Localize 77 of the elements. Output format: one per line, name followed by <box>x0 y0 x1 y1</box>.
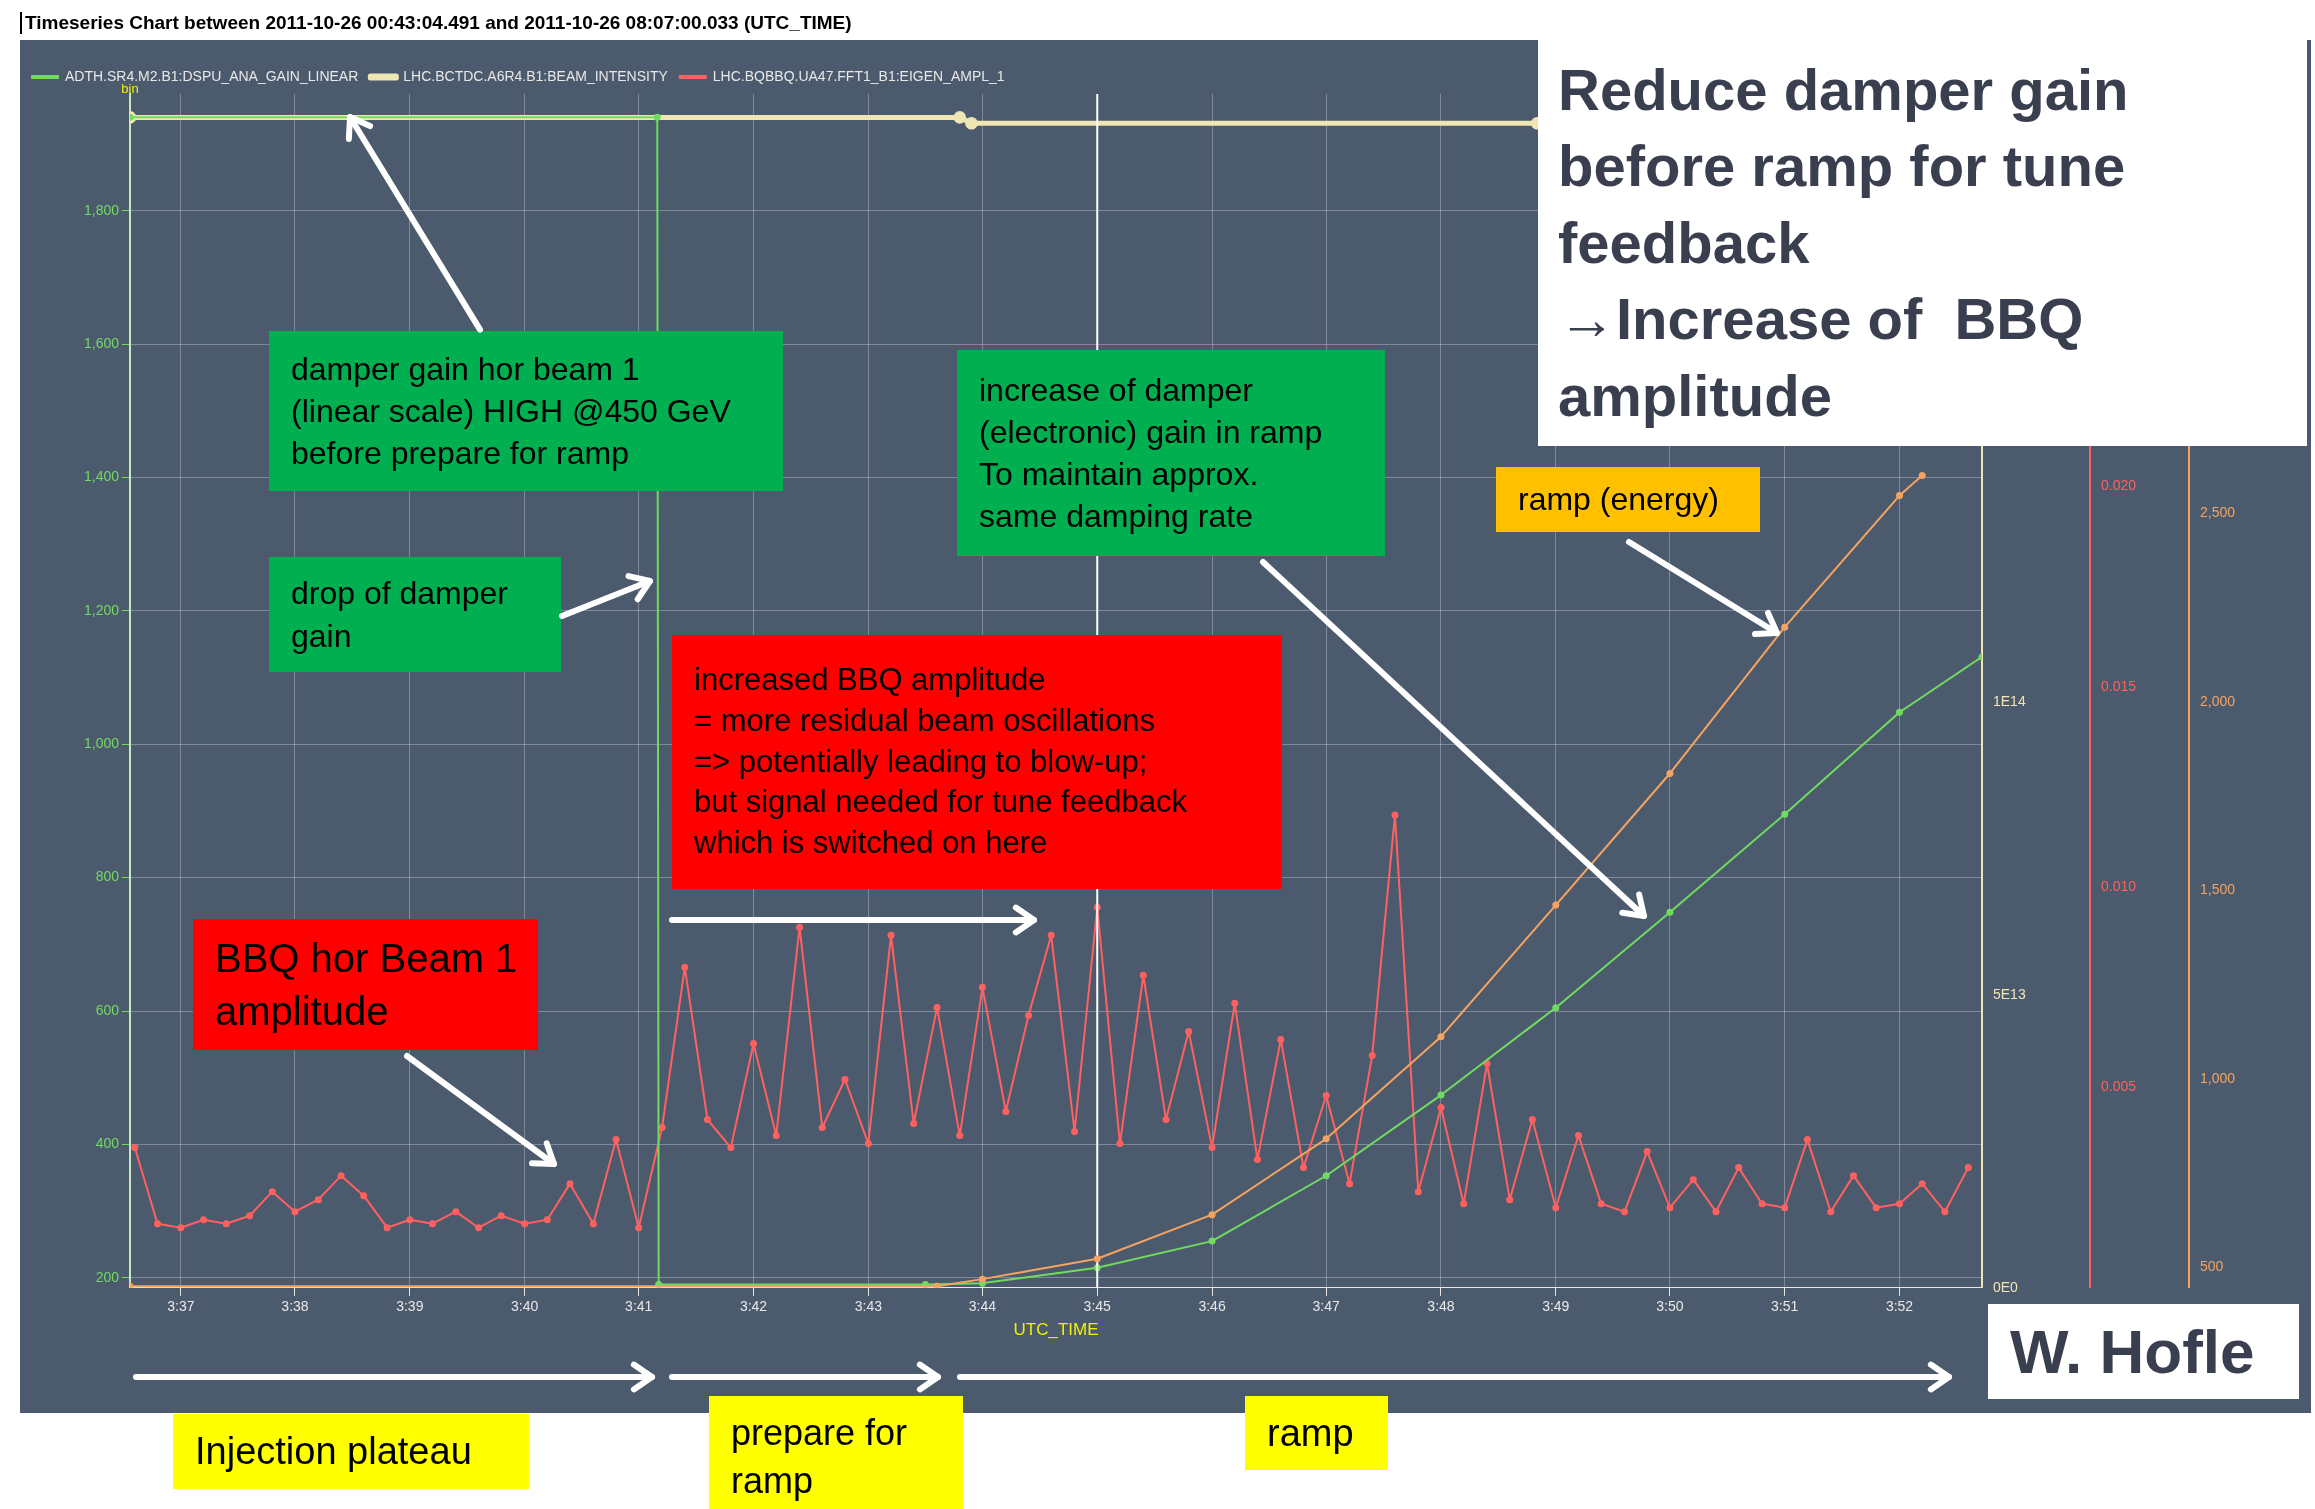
point <box>1093 1255 1101 1263</box>
annotation: increase of damper (electronic) gain in ramp To maintain approx. same damping rate <box>979 370 1323 537</box>
y3-tick-label: 0.010 <box>2101 878 2137 895</box>
text-box: drop of damper gain <box>269 557 561 672</box>
y-tick-label: 1,000 <box>2200 1069 2236 1086</box>
point <box>653 113 661 121</box>
x-tick-label: 3:46 <box>1198 1298 1226 1315</box>
y2-tick-label: 5E13 <box>1993 986 2026 1003</box>
text-box: damper gain hor beam 1 (linear scale) HIGH @450 GeV before prepare for ramp <box>269 331 783 491</box>
point <box>1918 472 1926 480</box>
y-tick-label: 2,000 <box>2200 692 2236 709</box>
point <box>1208 1237 1216 1245</box>
point <box>1666 769 1674 777</box>
x-tick-label: 3:49 <box>1542 1298 1570 1315</box>
text-box: W. Hofle <box>1988 1304 2299 1399</box>
point <box>1781 810 1789 818</box>
x-tick-label: 3:38 <box>281 1298 309 1315</box>
y-tick-label: 400 <box>95 1135 120 1152</box>
y3-tick-label: 0.015 <box>2101 677 2137 694</box>
point <box>1208 1211 1216 1219</box>
y-tick-label: 200 <box>95 1268 120 1285</box>
x-tick-label: 3:51 <box>1771 1298 1799 1315</box>
x-tick-label: 3:39 <box>396 1298 424 1315</box>
y-tick-label: 1,500 <box>2200 881 2236 898</box>
text-box: ramp (energy) <box>1496 467 1760 532</box>
annotation: Reduce damper gain before ramp for tune feedback →Increase of BBQ amplitude <box>1558 55 2129 430</box>
y-tick-label: 2,500 <box>2200 504 2236 521</box>
y-tick-label: 1,000 <box>83 735 120 752</box>
x-tick-label: 3:43 <box>854 1298 883 1315</box>
x-tick-label: 3:48 <box>1427 1298 1455 1315</box>
x-axis-title: UTC_TIME <box>1013 1320 1099 1340</box>
y3-tick-label: 0.020 <box>2101 477 2137 494</box>
y-tick-label: 1,400 <box>83 468 120 485</box>
y-tick-label: 1,200 <box>83 601 120 618</box>
x-tick-label: 3:50 <box>1656 1298 1684 1315</box>
point <box>1437 1091 1445 1099</box>
point <box>1322 1172 1330 1180</box>
legend-label: LHC.BCTDC.A6R4.B1:BEAM_INTENSITY <box>403 67 669 84</box>
text-box: increase of damper (electronic) gain in ramp To maintain approx. same damping rate <box>957 350 1385 556</box>
text-box: increased BBQ amplitude = more residual beam oscillations => potentially leading to blow-up; but signal needed for tune feedback which is switched on here <box>672 635 1282 889</box>
text-box: Reduce damper gain before ramp for tune feedback →Increase of BBQ amplitude <box>1538 40 2307 446</box>
point <box>1552 1004 1560 1012</box>
y-tick-label: 600 <box>95 1001 120 1018</box>
x-tick-label: 3:47 <box>1312 1298 1341 1315</box>
y-tick-label: 1,800 <box>83 201 120 218</box>
point <box>1552 901 1560 909</box>
point <box>1781 623 1789 631</box>
point <box>1896 492 1904 500</box>
x-tick-label: 3:45 <box>1083 1298 1112 1315</box>
text-box: prepare for ramp <box>709 1396 963 1509</box>
y-tick-label: 800 <box>95 868 120 885</box>
x-tick-label: 3:44 <box>968 1298 997 1315</box>
y2-tick-label: 1E14 <box>1993 693 2026 710</box>
point <box>1437 1033 1445 1041</box>
point <box>1896 708 1904 716</box>
y-tick-label: 1,600 <box>83 334 120 351</box>
x-tick-label: 3:40 <box>510 1298 539 1315</box>
annotation: BBQ hor Beam 1 amplitude <box>215 934 518 1035</box>
point <box>1666 908 1674 916</box>
point <box>978 1275 986 1283</box>
y2-tick-label: 0E0 <box>1993 1278 2019 1295</box>
text-box: BBQ hor Beam 1 amplitude <box>193 919 538 1050</box>
x-tick-label: 3:37 <box>167 1298 195 1315</box>
annotation: ramp (energy) <box>1518 480 1719 520</box>
x-tick-label: 3:52 <box>1885 1298 1914 1315</box>
annotation: increased BBQ amplitude = more residual beam oscillations => potentially leading to blow-up; but signal needed for tune feedback which is switched on here <box>694 660 1187 863</box>
annotation: damper gain hor beam 1 (linear scale) HIGH @450 GeV before prepare for ramp <box>291 349 731 474</box>
y-tick-label: 500 <box>2200 1258 2224 1275</box>
text-box: Injection plateau <box>173 1414 529 1489</box>
legend-label: LHC.BQBBQ.UA47.FFT1_B1:EIGEN_AMPL_1 <box>712 67 1005 84</box>
chart-title: Timeseries Chart between 2011-10-26 00:43:04.491 and 2011-10-26 08:07:00.033 (UTC_TIME) <box>20 12 852 34</box>
y3-tick-label: 0.005 <box>2101 1078 2137 1095</box>
point <box>1322 1135 1330 1143</box>
text-box: ramp <box>1245 1396 1388 1470</box>
x-tick-label: 3:41 <box>625 1298 653 1315</box>
x-tick-label: 3:42 <box>739 1298 768 1315</box>
annotation: drop of damper gain <box>291 574 509 656</box>
